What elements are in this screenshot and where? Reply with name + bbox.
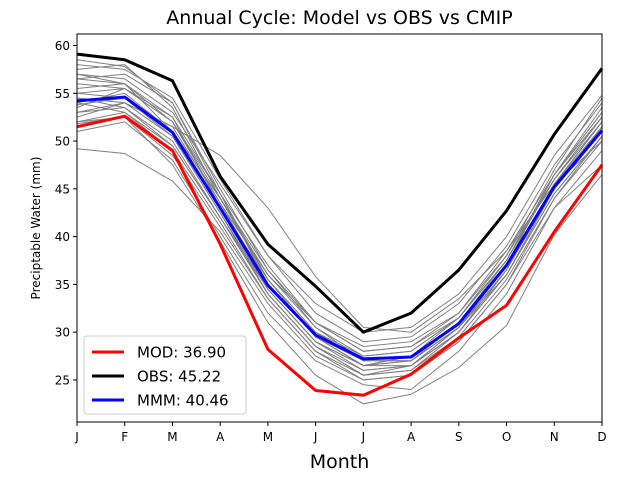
x-axis-label: Month	[310, 451, 370, 473]
cmip-line-5	[76, 148, 603, 381]
cmip-line-19	[76, 73, 603, 357]
cmip-line-18	[76, 121, 603, 391]
y-tick-label-60: 60	[55, 39, 70, 53]
x-tick-label-8: A	[407, 430, 416, 444]
cmip-line-9	[76, 116, 603, 376]
obs-line	[76, 52, 604, 334]
legend-box	[83, 335, 247, 415]
y-tick-label-45: 45	[55, 182, 70, 196]
x-tick-label-5: M	[263, 430, 273, 444]
x-tick-label-7: J	[361, 430, 366, 444]
x-tick-label-6: J	[313, 430, 318, 444]
legend: MOD: 36.90 OBS: 45.22 MMM: 40.46	[83, 335, 247, 415]
cmip-line-6	[76, 73, 603, 343]
y-tick-label-40: 40	[55, 230, 70, 244]
y-tick-label-55: 55	[55, 87, 70, 101]
cmip-line-25	[76, 102, 603, 367]
x-tick-label-9: S	[455, 430, 463, 444]
mod-line	[76, 114, 604, 397]
x-tick-label-10: O	[502, 430, 511, 444]
legend-label-mmm: MMM: 40.46	[137, 392, 229, 410]
y-tick-label-30: 30	[55, 326, 70, 340]
cmip-line-15	[76, 102, 603, 333]
y-axis-label: Preciptable Water (mm)	[29, 157, 43, 300]
x-tick-label-1: J	[74, 430, 79, 444]
cmip-line-20	[76, 97, 603, 371]
x-tick-label-11: N	[550, 430, 559, 444]
plot-area	[76, 33, 604, 423]
x-tick-label-3: M	[167, 430, 177, 444]
plot-frame	[76, 33, 603, 423]
cmip-line-23	[76, 97, 603, 376]
cmip-line-21	[76, 116, 603, 405]
y-tick-label-50: 50	[55, 135, 70, 149]
x-tick-label-12: D	[597, 430, 606, 444]
x-tick-label-4: A	[216, 430, 225, 444]
cmip-line-16	[76, 64, 603, 352]
x-tick-label-2: F	[121, 430, 128, 444]
mmm-line	[76, 95, 604, 361]
chart-title: Annual Cycle: Model vs OBS vs CMIP	[166, 7, 512, 29]
y-tick-label-35: 35	[55, 278, 70, 292]
y-tick-label-25: 25	[55, 373, 70, 387]
legend-label-obs: OBS: 45.22	[137, 368, 221, 386]
cmip-line-1	[76, 59, 603, 348]
legend-label-mod: MOD: 36.90	[137, 344, 226, 362]
cmip-line-13	[76, 64, 603, 333]
y-axis: 25 30 35 40 45 50 55 60	[55, 39, 77, 387]
